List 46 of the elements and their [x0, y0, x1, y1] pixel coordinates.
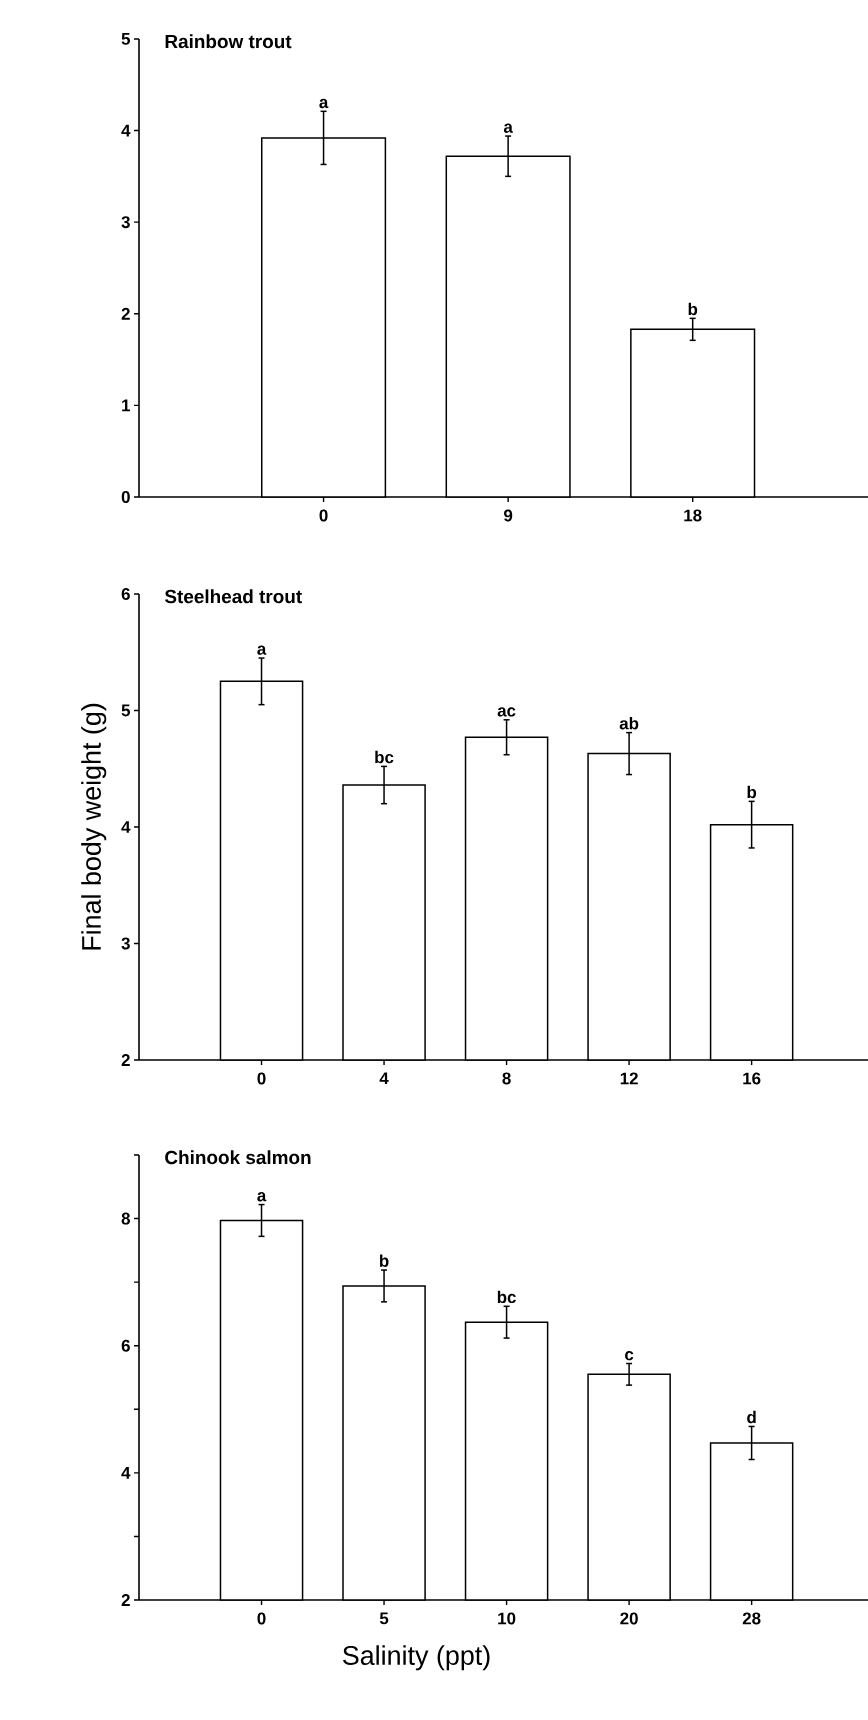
annotation: b	[379, 1254, 389, 1267]
annotation: ab	[619, 717, 639, 730]
y-tick-label: 6	[121, 1339, 130, 1352]
annotation: a	[257, 1192, 267, 1202]
x-tick-label: 28	[742, 1612, 761, 1625]
annotation: b	[688, 302, 698, 316]
x-tick-label: 12	[620, 1072, 638, 1085]
y-tick-label: 5	[121, 33, 131, 45]
x-tick-label: 0	[257, 1072, 266, 1085]
y-tick-label: 3	[121, 937, 130, 950]
annotation: a	[319, 98, 329, 109]
x-tick-label: 9	[504, 509, 513, 522]
annotation: a	[503, 123, 513, 133]
y-tick-label: 2	[121, 1594, 130, 1606]
x-tick-label: 8	[502, 1072, 511, 1085]
y-tick-label: 4	[121, 124, 131, 137]
chart-title: Steelhead trout	[164, 589, 302, 604]
y-tick-label: 0	[121, 490, 130, 503]
y-tick-label: 4	[121, 1467, 131, 1479]
y-tick-label: 1	[122, 399, 131, 412]
x-tick-label: 5	[379, 1612, 389, 1625]
y-tick-label: 3	[121, 216, 130, 229]
x-tick-label: 4	[379, 1072, 389, 1085]
x-tick-label: 18	[684, 509, 702, 522]
x-tick-label: 20	[620, 1612, 638, 1625]
y-tick-label: 2	[121, 1054, 130, 1066]
y-tick-label: 8	[121, 1212, 130, 1225]
y-tick-label: 2	[121, 307, 130, 320]
y-tick-label: 6	[121, 587, 130, 600]
annotation: b	[747, 785, 757, 799]
y-tick-label: 5	[121, 704, 131, 717]
y-axis-title: Final body weight (g)	[81, 703, 107, 950]
y-tick-label: 4	[121, 821, 131, 833]
chart-title: Chinook salmon	[165, 1150, 311, 1165]
annotation: c	[625, 1351, 634, 1361]
annotation: d	[747, 1410, 756, 1424]
annotation: bc	[375, 750, 394, 764]
x-tick-label: 0	[319, 509, 328, 522]
annotation: ac	[497, 707, 516, 717]
x-tick-label: 10	[498, 1612, 516, 1625]
chart-title: Rainbow trout	[165, 34, 292, 49]
x-tick-label: 0	[257, 1612, 266, 1625]
x-tick-label: 16	[743, 1072, 761, 1085]
x-axis-title: Salinity (ppt)	[342, 1645, 490, 1671]
annotation: bc	[497, 1290, 516, 1304]
annotation: a	[257, 645, 267, 655]
